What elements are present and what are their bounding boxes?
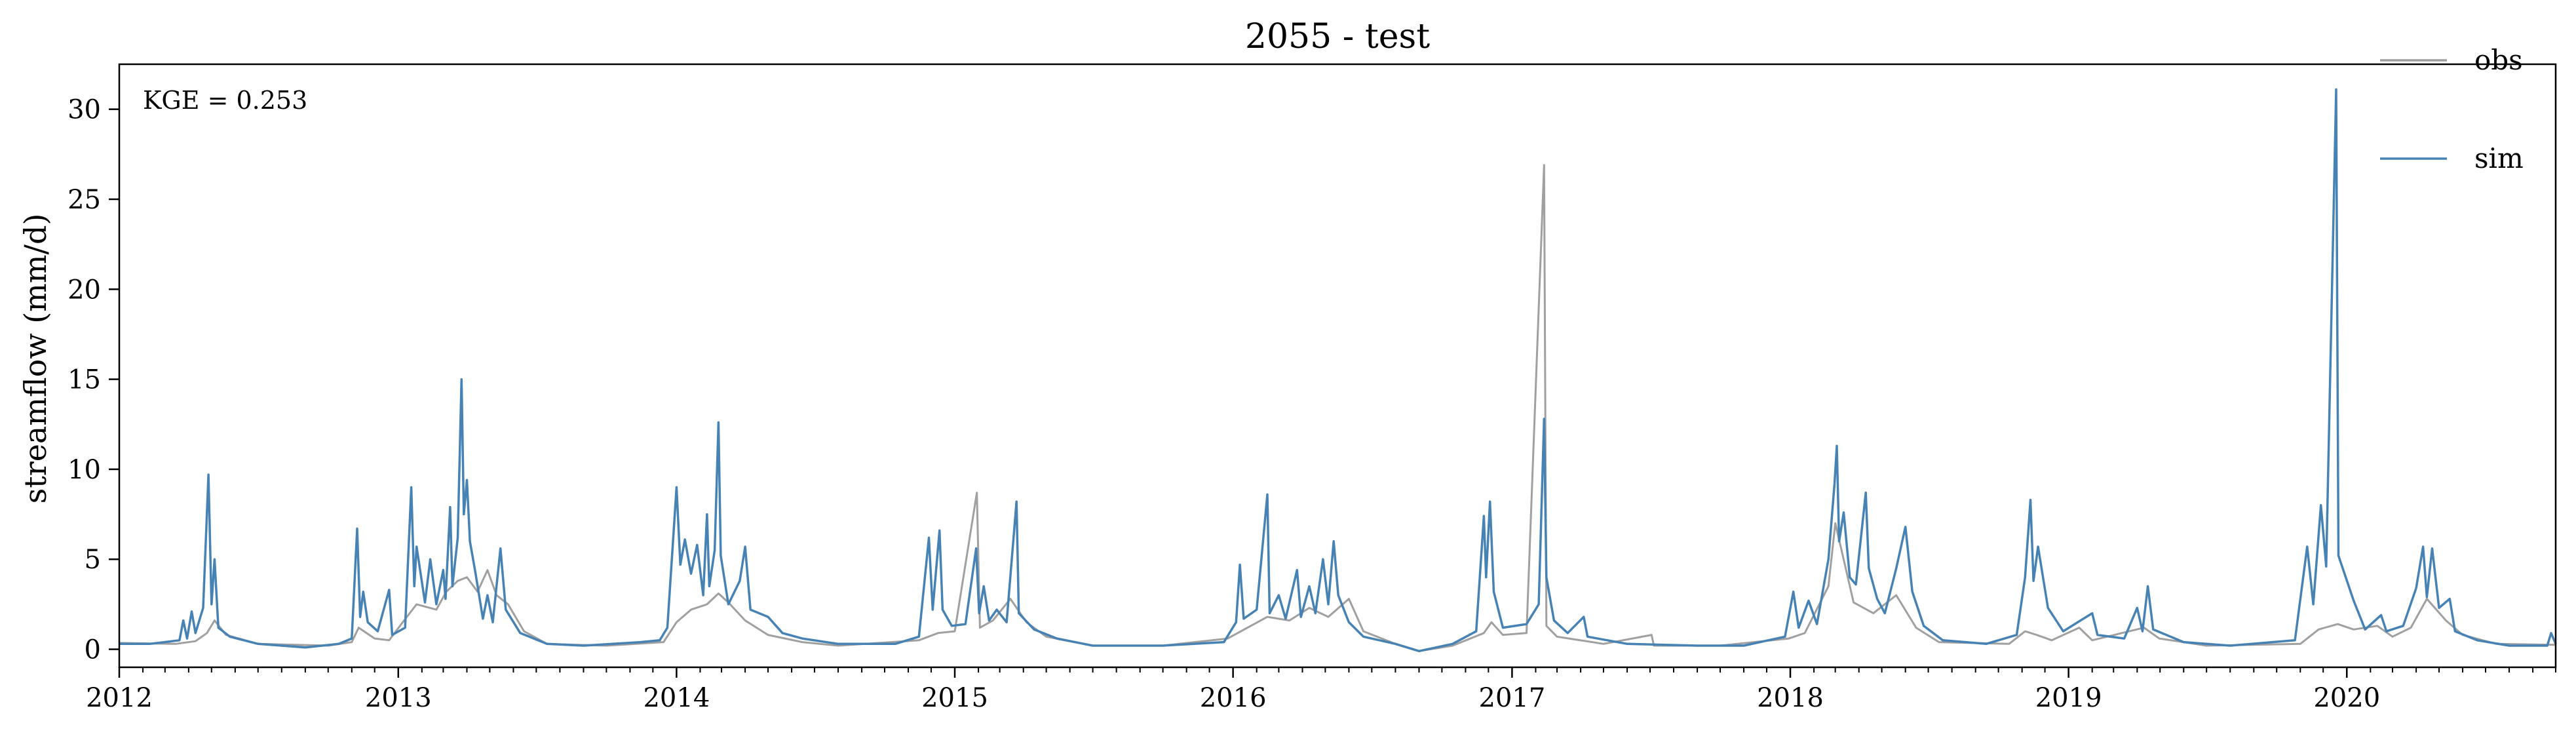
x-tick-label: 2012 xyxy=(86,683,153,713)
y-tick-label: 20 xyxy=(67,275,101,305)
x-tick-label: 2017 xyxy=(1479,683,1546,713)
legend: obs sim xyxy=(2380,44,2524,174)
y-axis: 0 5 10 15 20 25 30 xyxy=(67,95,119,665)
kge-annotation: KGE = 0.253 xyxy=(143,86,307,115)
plot-area: 2012 2013 2014 2015 2016 2017 2018 2019 2020 051… xyxy=(67,63,2557,713)
x-tick-label: 2019 xyxy=(2035,683,2102,713)
x-tick-label: 2013 xyxy=(365,683,432,713)
x-tick-label: 2015 xyxy=(921,683,988,713)
series-line-obs xyxy=(119,164,2556,652)
x-tick-label: 2020 xyxy=(2313,683,2380,713)
y-tick-label: 25 xyxy=(67,185,101,215)
chart-title: 2055 - test xyxy=(1245,17,1430,56)
legend-obs-label: obs xyxy=(2474,44,2523,76)
x-tick-label: 2014 xyxy=(643,683,710,713)
plot-frame xyxy=(118,63,2557,669)
x-tick-label: 2018 xyxy=(1757,683,1824,713)
x-axis: 2012 2013 2014 2015 2016 2017 2018 2019 2020 xyxy=(86,667,2556,713)
x-tick-label: 2016 xyxy=(1200,683,1267,713)
y-tick-label: 15 xyxy=(67,365,101,395)
series-line-sim xyxy=(119,88,2557,653)
y-tick-label: 0 xyxy=(85,635,101,665)
y-tick-label: 5 xyxy=(85,545,101,575)
y-tick-label: 30 xyxy=(67,95,101,125)
y-axis-label: streamflow (mm/d) xyxy=(18,214,53,504)
legend-sim-label: sim xyxy=(2474,142,2524,174)
series-layer xyxy=(119,88,2557,653)
y-tick-label: 10 xyxy=(67,455,101,485)
